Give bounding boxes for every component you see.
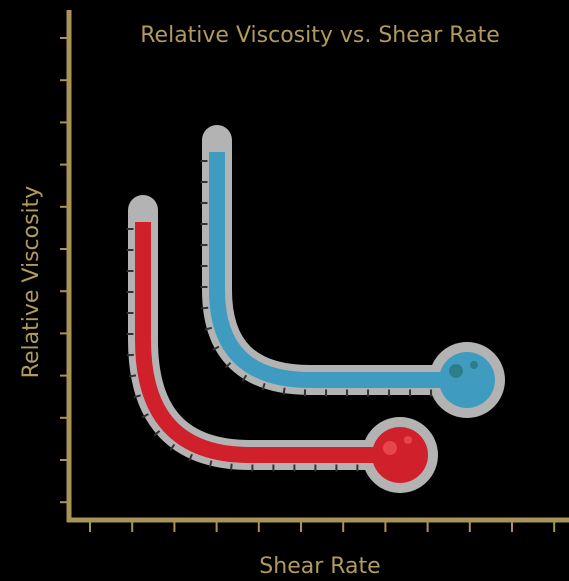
y-axis-label: Relative Viscosity <box>19 186 44 379</box>
bulb <box>372 427 428 483</box>
chart-title: Relative Viscosity vs. Shear Rate <box>140 23 500 48</box>
bubble <box>383 441 397 455</box>
bulb <box>439 352 495 408</box>
bubble <box>470 361 478 369</box>
bubble <box>404 436 412 444</box>
background <box>0 0 569 581</box>
bubble <box>449 364 463 378</box>
x-axis-label: Shear Rate <box>259 554 380 579</box>
infographic: Relative Viscosity vs. Shear Rate Shear … <box>0 0 569 581</box>
